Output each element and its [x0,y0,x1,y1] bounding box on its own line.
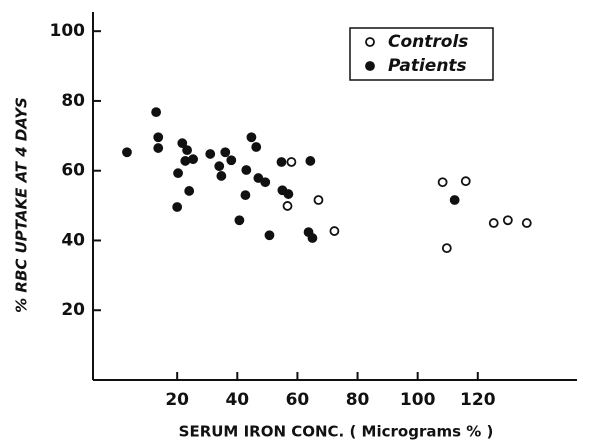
point [188,154,199,165]
point [488,218,499,228]
point [172,202,183,212]
point [502,215,513,226]
point [234,215,245,226]
y-tick-label: 80 [61,91,85,111]
point [282,201,293,211]
y-tick-label: 60 [61,161,85,181]
x-tick-label: 100 [400,390,436,410]
point [226,155,237,166]
point [437,177,448,188]
point [264,230,275,241]
point [122,147,132,158]
legend-label: Patients [388,56,467,76]
y-axis-label: % RBC UPTAKE AT 4 DAYS [13,97,31,313]
point [184,186,195,196]
point [253,173,264,183]
x-tick-label: 40 [225,390,249,410]
point [307,233,318,243]
point [283,189,294,199]
point [216,171,227,181]
point [276,157,287,167]
point [153,132,164,143]
point [151,107,162,118]
x-tick-label: 20 [165,390,189,410]
point [441,243,452,254]
legend-marker [365,37,375,47]
point [182,145,192,156]
point [449,195,460,205]
point [153,143,164,153]
x-tick-label: 80 [346,390,370,410]
point [173,168,183,179]
point [521,218,532,228]
legend-marker [365,61,375,71]
point [177,138,188,149]
x-axis-label: SERUM IRON CONC. ( Micrograms % ) [179,423,494,441]
y-tick-label: 100 [50,21,86,41]
point [313,195,324,205]
legend-box [349,27,494,81]
y-tick-label: 40 [61,230,85,250]
legend-label: Controls [388,32,468,52]
x-tick-label: 120 [460,390,496,410]
x-tick-label: 60 [286,390,310,410]
point [205,149,216,159]
point [246,132,257,143]
point [220,147,231,158]
point [241,165,252,175]
point [180,156,191,166]
point [329,226,340,236]
point [260,177,271,188]
point [251,142,262,152]
point [214,161,225,172]
point [460,176,471,187]
point [305,156,316,166]
point [286,157,297,167]
y-tick-label: 20 [61,300,85,320]
point [240,190,251,201]
